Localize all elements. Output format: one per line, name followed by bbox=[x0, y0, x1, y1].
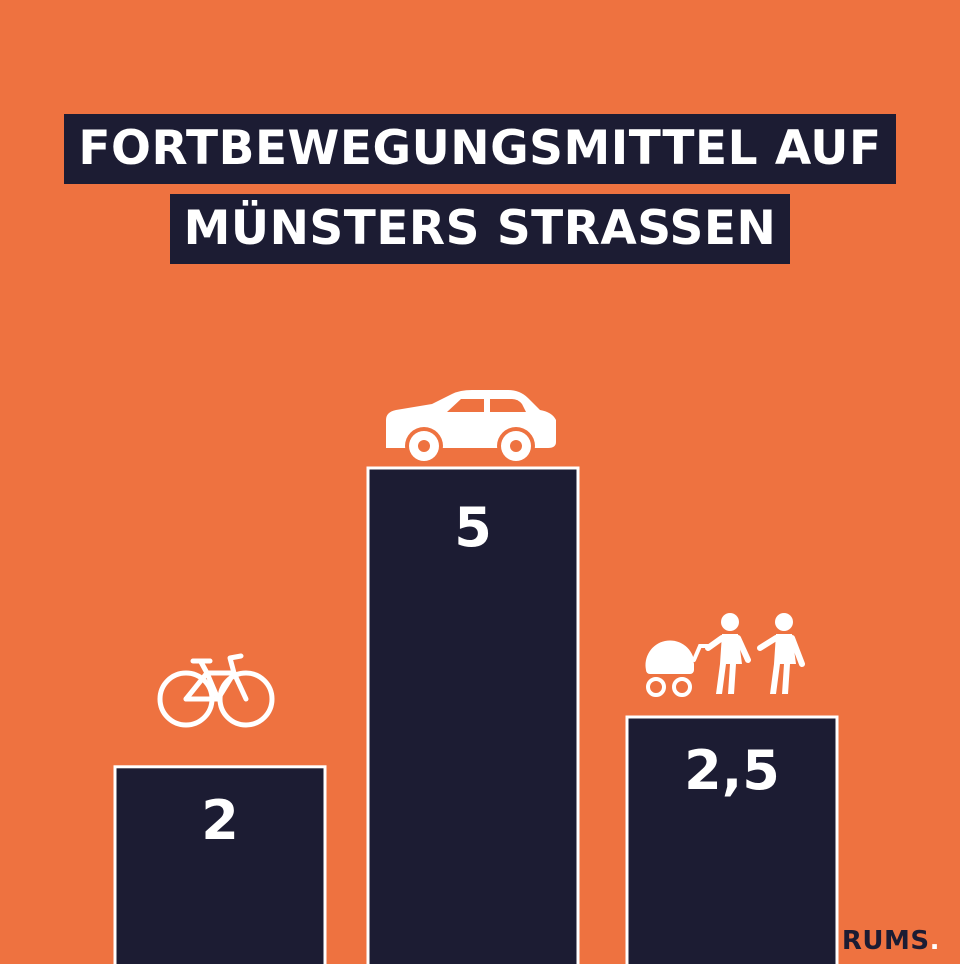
bar-0 bbox=[113, 765, 327, 964]
logo-text: RUMS bbox=[841, 926, 930, 956]
title-line-2: MÜNSTERS STRASSEN bbox=[169, 194, 791, 264]
bar-1 bbox=[366, 466, 580, 964]
bar-label-1: 5 bbox=[454, 496, 492, 559]
chart-title: FORTBEWEGUNGSMITTEL AUF MÜNSTERS STRASSE… bbox=[0, 114, 960, 264]
logo-dot: . bbox=[929, 926, 940, 956]
pedestrians-icon bbox=[645, 613, 805, 697]
bar-2 bbox=[625, 715, 839, 964]
bars-group: 252,5 bbox=[113, 466, 839, 964]
car-icon bbox=[386, 390, 556, 465]
bicycle-icon bbox=[157, 653, 275, 728]
rums-logo: RUMS. bbox=[842, 926, 940, 956]
bar-label-2: 2,5 bbox=[684, 739, 780, 802]
title-line-1: FORTBEWEGUNGSMITTEL AUF bbox=[64, 114, 896, 184]
bar-label-0: 2 bbox=[201, 789, 239, 852]
